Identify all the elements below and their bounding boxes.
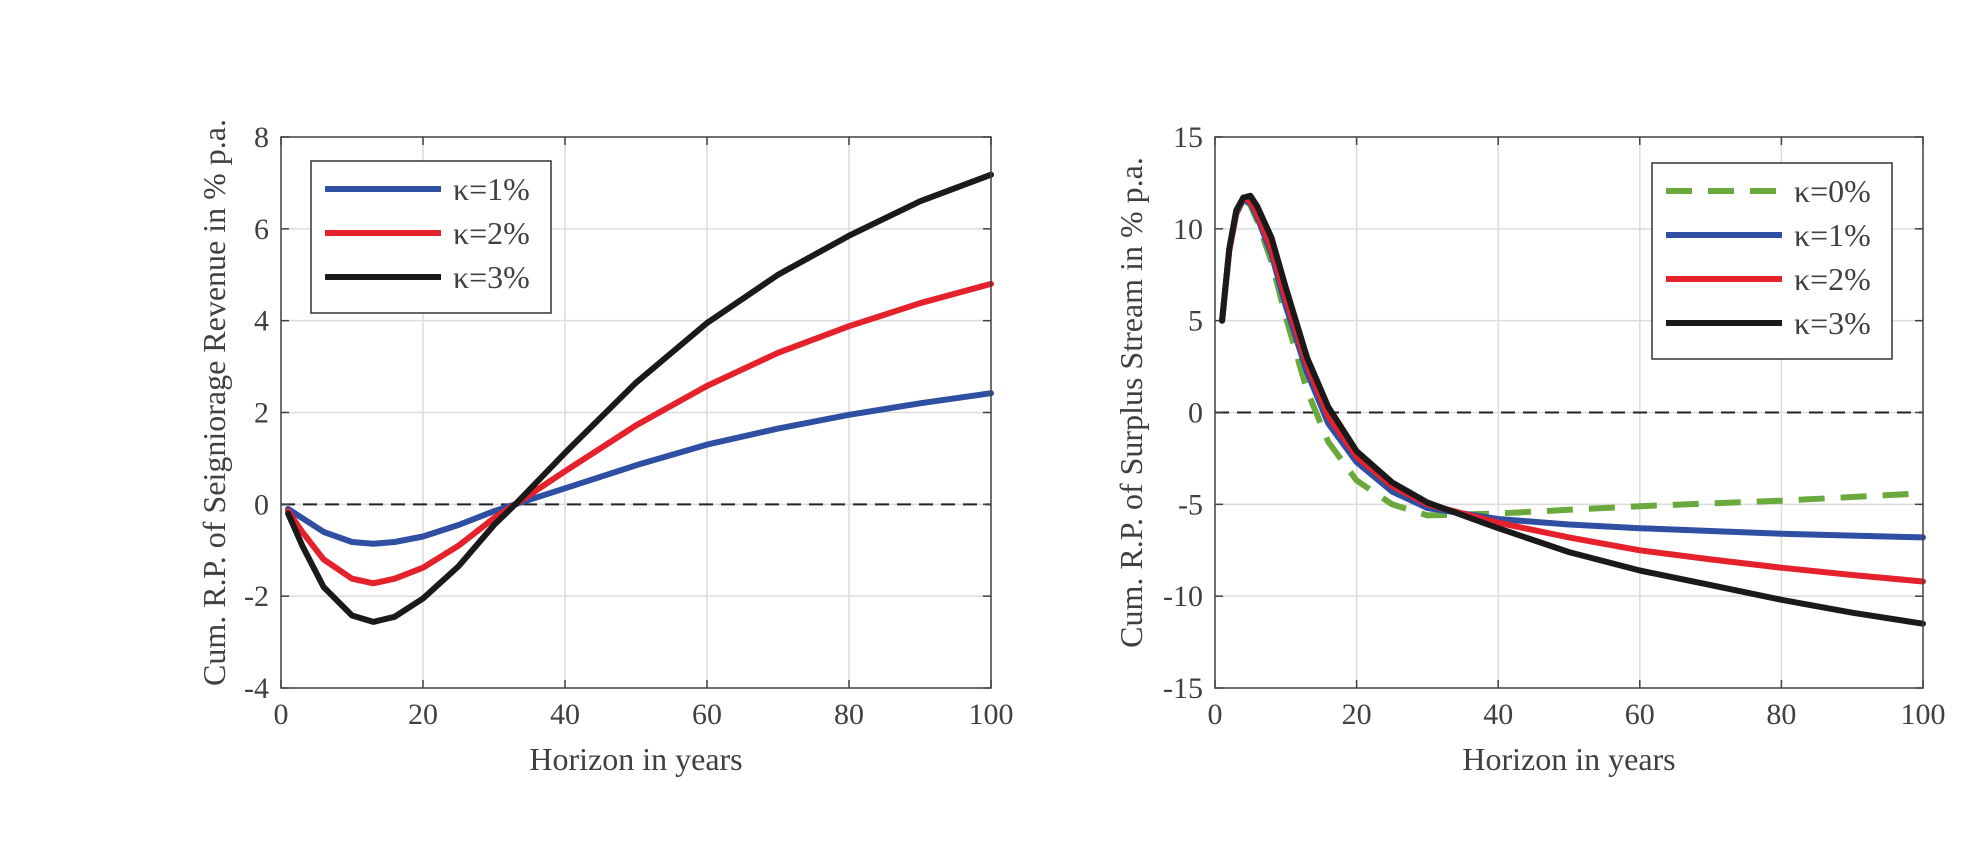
x-tick-label: 20 [1342, 698, 1372, 731]
x-tick-label: 0 [1208, 698, 1223, 731]
y-tick-label: -2 [244, 580, 269, 613]
legend-box [1651, 162, 1893, 360]
y-tick-label: 15 [1173, 121, 1203, 154]
series-line-seigniorage-0 [285, 390, 994, 547]
x-tick-label: 60 [1625, 698, 1655, 731]
legend-label: κ=0% [1794, 173, 1871, 209]
y-tick-label: 2 [254, 397, 269, 430]
x-tick-label: 0 [274, 698, 289, 731]
series-line-seigniorage-2 [285, 171, 994, 625]
series-line-seigniorage-1 [285, 280, 994, 587]
y-tick-label: 0 [1188, 397, 1203, 430]
y-tick-label: 6 [254, 213, 269, 246]
series-line-surplus-3 [1219, 192, 1926, 627]
right-panel-surplus: 0 20 40 60 80 100 -15 -10 -5 0 5 10 15 Horizon in yea… [1113, 121, 1946, 777]
x-tick-label: 60 [692, 698, 722, 731]
y-tick-label: 5 [1188, 305, 1203, 338]
y-tick-label: 8 [254, 121, 269, 154]
y-tick-label: -4 [244, 672, 269, 705]
y-tick-label: -15 [1163, 672, 1203, 705]
x-tick-label: 100 [969, 698, 1014, 731]
y-tick-label: 4 [254, 305, 269, 338]
legend-label: κ=1% [1794, 217, 1871, 253]
legend-label: κ=2% [1794, 261, 1871, 297]
x-tick-label: 40 [1483, 698, 1513, 731]
x-tick-label: 40 [550, 698, 580, 731]
x-axis-label: Horizon in years [1462, 741, 1675, 777]
legend-label: κ=1% [453, 171, 530, 207]
y-tick-label: 0 [254, 488, 269, 521]
y-axis-label: Cum. R.P. of Seigniorage Revenue in % p.… [196, 119, 232, 686]
x-tick-label: 20 [408, 698, 438, 731]
legend-label: κ=3% [1794, 305, 1871, 341]
x-axis-label: Horizon in years [529, 741, 742, 777]
x-tick-label: 80 [1766, 698, 1796, 731]
y-tick-label: 10 [1173, 213, 1203, 246]
y-tick-label: -5 [1178, 488, 1203, 521]
y-axis-label: Cum. R.P. of Surplus Stream in % p.a. [1113, 157, 1149, 648]
legend-label: κ=3% [453, 259, 530, 295]
y-tick-label: -10 [1163, 580, 1203, 613]
legend-label: κ=2% [453, 215, 530, 251]
x-tick-label: 80 [834, 698, 864, 731]
axes-frame [280, 136, 992, 689]
axes-frame [1214, 136, 1924, 689]
x-tick-label: 100 [1901, 698, 1946, 731]
left-panel-seigniorage: 0 20 40 60 80 100 -4 -2 0 2 4 6 8 Horizon in years Cum… [196, 119, 1014, 777]
